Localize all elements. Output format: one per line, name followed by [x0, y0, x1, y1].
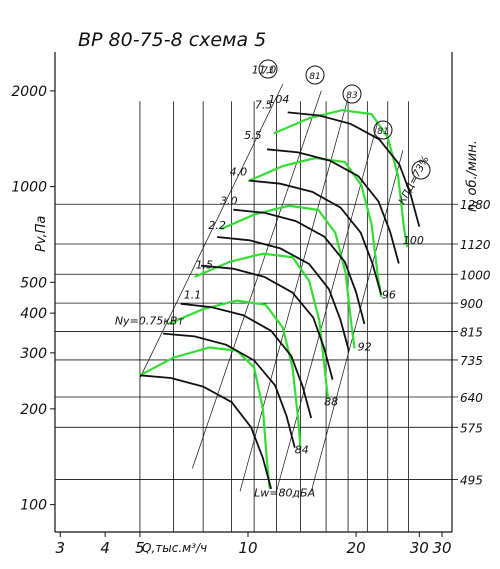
rpm-tick-label-640: 640	[460, 391, 483, 405]
noise-curve-88	[194, 252, 330, 400]
performance-curves	[139, 111, 421, 490]
power-label-3: 2.2	[208, 219, 226, 232]
x-tick-label-4: 20	[347, 539, 366, 557]
power-label-0: Ny=0.75кВт	[115, 315, 185, 328]
right-axis-label: n, об./мин.	[465, 140, 480, 212]
performance-curve-575	[163, 332, 296, 448]
grid-lines	[55, 101, 458, 532]
y-tick-label-400: 400	[20, 306, 47, 322]
rpm-tick-label-575: 575	[460, 421, 483, 435]
performance-curve-1120	[267, 148, 400, 264]
performance-curve-495	[139, 374, 272, 490]
y-tick-label-100: 100	[20, 498, 47, 514]
chart-title: ВР 80-75-8 схема 5	[78, 29, 266, 51]
y-tick-label-200: 200	[20, 402, 47, 418]
power-label-2: 1.5	[196, 259, 214, 272]
efficiency-circle-2	[342, 84, 362, 104]
efficiency-circle-1	[305, 65, 325, 85]
rpm-tick-label-815: 815	[460, 326, 483, 340]
noise-label-1: 84	[295, 443, 309, 456]
efficiency-label-0: 73	[262, 66, 274, 76]
x-axis-label: Q,тыс.м³/ч	[142, 541, 207, 555]
noise-label-5: 100	[403, 234, 424, 247]
power-label-1: 1.1	[184, 289, 202, 302]
rpm-tick-label-1280: 1280	[460, 198, 491, 212]
efficiency-label-3: 81	[377, 127, 388, 137]
power-label-5: 4.0	[230, 166, 248, 179]
x-tick-label-2: 5	[135, 539, 145, 557]
efficiency-label-2: 83	[346, 91, 358, 101]
efficiency-ray-4	[310, 150, 404, 492]
power-label-4: 3.0	[220, 194, 238, 207]
curve-labels: Ny=0.75кВт 1.1 1.5 2.2 3.0 4.0 5.5 7.5 11.0 Lw=80…	[115, 59, 432, 500]
rpm-tick-label-1000: 1000	[460, 268, 491, 282]
y-axis-label: Pv,Па	[34, 216, 49, 252]
noise-label-6: 104	[268, 93, 289, 106]
performance-curve-1280	[287, 111, 421, 227]
x-tick-label-6: 30	[432, 539, 451, 557]
noise-label-0: Lw=80дБА	[254, 487, 315, 500]
x-tick-label-5: 30	[410, 539, 429, 557]
y-tick-label-2000: 2000	[11, 84, 47, 100]
rpm-tick-label-735: 735	[460, 354, 483, 368]
y-tick-label-300: 300	[20, 346, 47, 362]
y-tick-label-500: 500	[20, 275, 47, 291]
rpm-tick-label-495: 495	[460, 473, 483, 487]
noise-label-4: 96	[382, 288, 396, 301]
noise-label-2: 88	[324, 395, 338, 408]
efficiency-rays	[139, 83, 404, 492]
efficiency-label-1: 81	[309, 72, 320, 82]
rpm-tick-label-1120: 1120	[460, 238, 491, 252]
power-label-7: 7.5	[255, 99, 273, 112]
performance-curve-815	[217, 236, 350, 352]
power-label-8: 11.0	[252, 63, 277, 76]
performance-curve-900	[233, 208, 366, 325]
noise-curve-100	[273, 108, 409, 248]
efficiency-circle-0	[258, 59, 278, 79]
noise-curve-Lw=80дБА	[139, 346, 271, 490]
noise-curve-84	[167, 299, 302, 449]
x-tick-label-3: 10	[238, 539, 257, 557]
performance-curve-640	[180, 302, 313, 419]
x-tick-label-1: 4	[100, 539, 110, 557]
x-tick-label-0: 3	[56, 539, 66, 557]
rpm-tick-label-900: 900	[460, 297, 483, 311]
performance-curve-1000	[249, 179, 383, 295]
efficiency-ray-0	[139, 83, 284, 379]
efficiency-circle-3	[373, 120, 393, 140]
axis-ticks: 1280112010009008157356405754952000100050…	[11, 84, 491, 557]
noise-label-3: 92	[358, 341, 372, 354]
efficiency-ray-1	[192, 90, 322, 469]
performance-curve-735	[201, 264, 334, 380]
efficiency-circle-4	[411, 160, 431, 180]
power-label-6: 5.5	[244, 129, 262, 142]
y-tick-label-1000: 1000	[11, 180, 47, 196]
